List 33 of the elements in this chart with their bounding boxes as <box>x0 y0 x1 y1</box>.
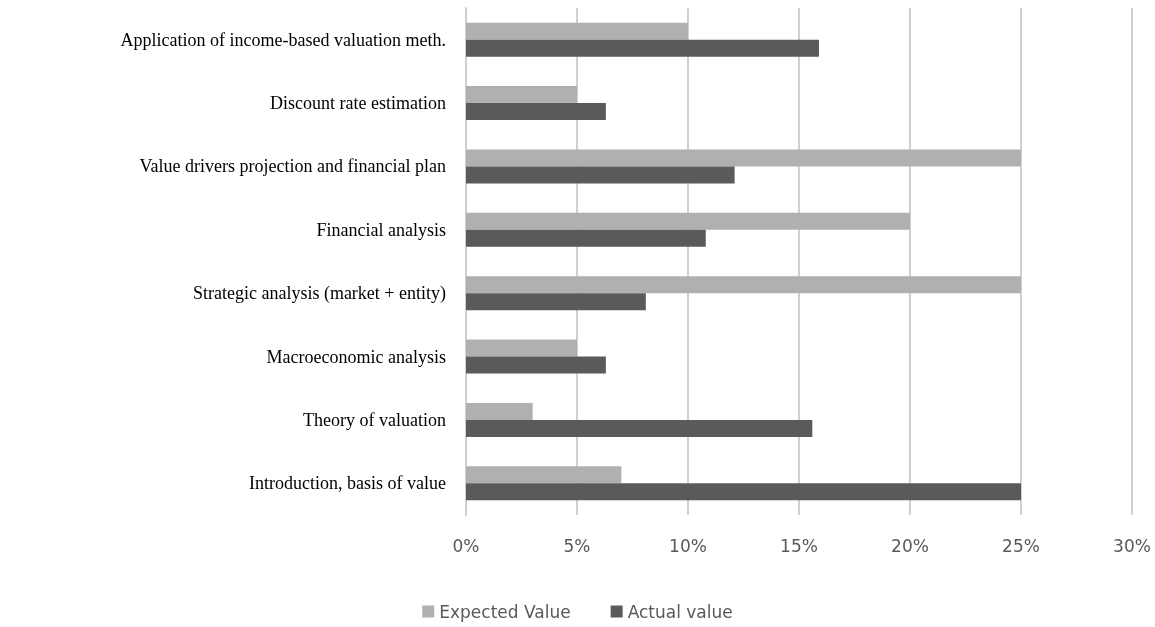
y-tick-label: Introduction, basis of value <box>249 473 446 494</box>
y-tick-label: Strategic analysis (market + entity) <box>192 283 446 305</box>
x-tick-label: 15% <box>780 535 818 556</box>
bar <box>466 22 688 40</box>
bar <box>466 39 819 57</box>
y-tick-label: Discount rate estimation <box>270 93 446 114</box>
bar <box>466 356 606 374</box>
bar <box>466 229 706 247</box>
bar <box>466 103 606 121</box>
bar <box>466 402 533 420</box>
bar <box>466 212 910 230</box>
y-tick-label: Financial analysis <box>316 219 446 240</box>
x-tick-label: 0% <box>452 535 480 556</box>
x-tick-label: 25% <box>1002 535 1040 556</box>
bar <box>466 419 813 437</box>
legend-label: Expected Value <box>439 601 571 622</box>
x-tick-label: 10% <box>669 535 707 556</box>
x-tick-label: 30% <box>1113 535 1151 556</box>
bar <box>466 483 1021 501</box>
bar <box>466 276 1021 294</box>
x-tick-label: 5% <box>563 535 591 556</box>
y-tick-label: Macroeconomic analysis <box>266 346 446 367</box>
y-tick-label: Application of income-based valuation meth. <box>120 29 446 50</box>
bar <box>466 149 1021 167</box>
bar <box>466 166 735 184</box>
x-tick-label: 20% <box>891 535 929 556</box>
bar <box>466 86 577 104</box>
legend-label: Actual value <box>627 601 733 622</box>
y-tick-label: Value drivers projection and financial plan <box>139 156 446 177</box>
bar <box>466 339 577 357</box>
bar <box>466 466 622 484</box>
bar <box>466 293 646 311</box>
y-tick-label: Theory of valuation <box>303 409 446 430</box>
